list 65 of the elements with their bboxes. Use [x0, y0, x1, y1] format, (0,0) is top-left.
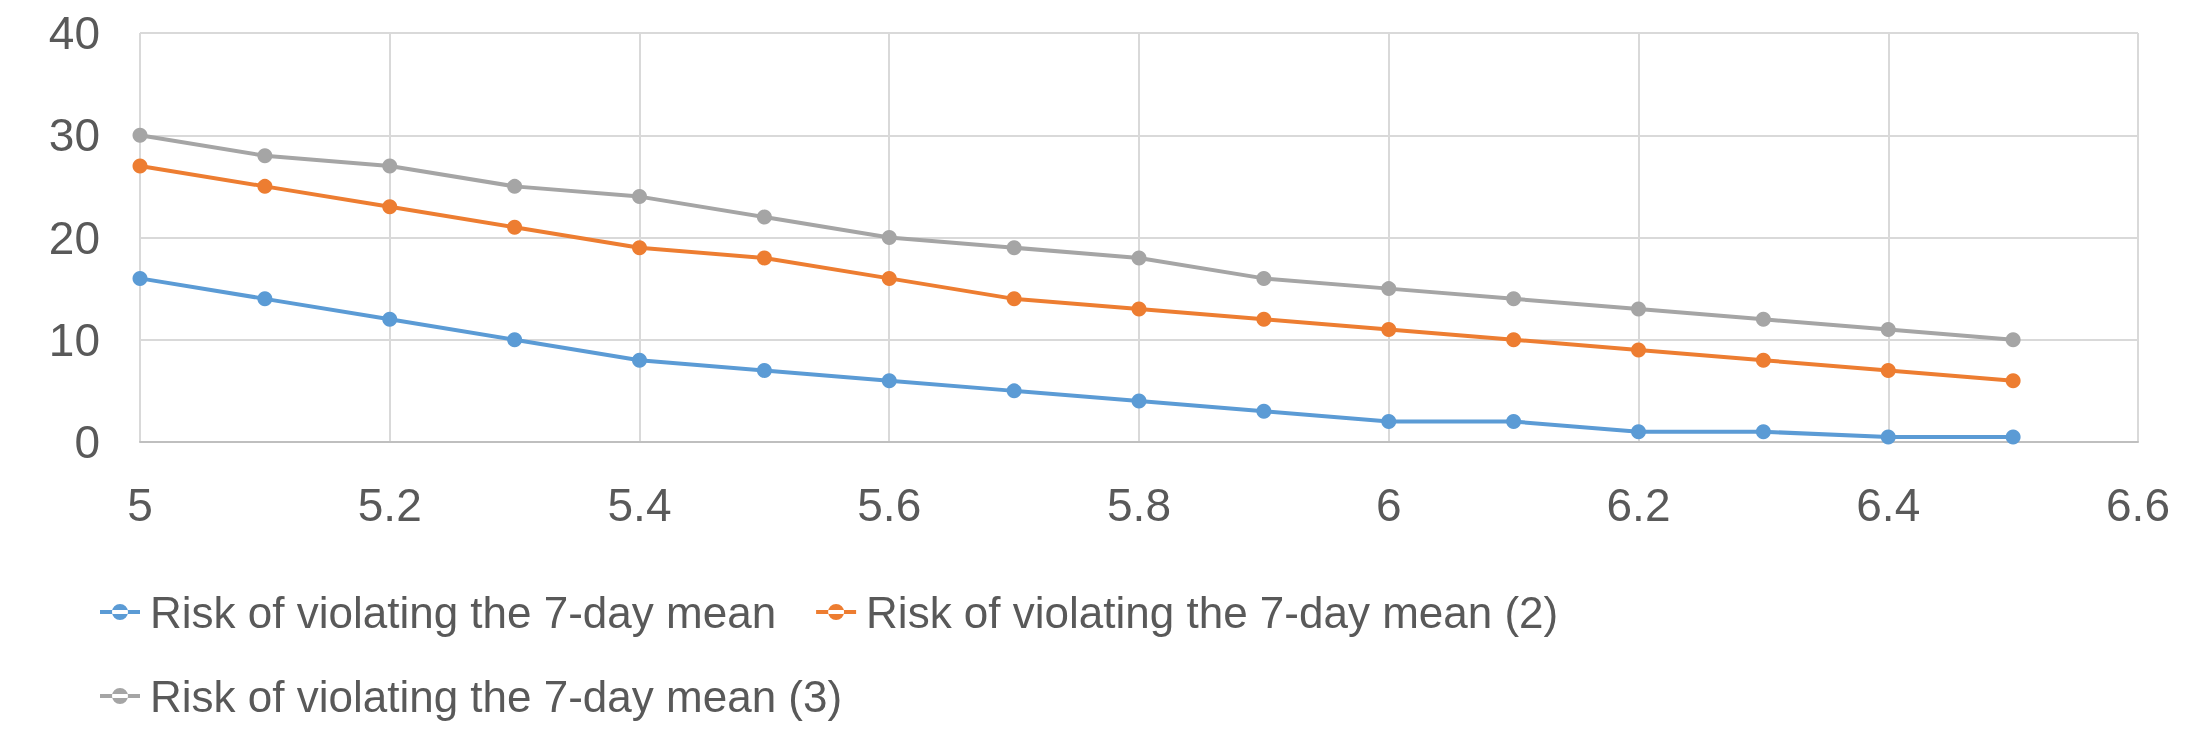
- point: [507, 219, 523, 235]
- legend-label: Risk of violating the 7-day mean (3): [150, 671, 843, 721]
- x-tick-label: 6: [1375, 479, 1402, 531]
- x-tick-label: 5.8: [1107, 479, 1171, 531]
- point: [1755, 352, 1771, 368]
- y-tick-label: 0: [74, 416, 100, 468]
- point: [2005, 332, 2021, 348]
- point: [132, 127, 148, 143]
- point: [1256, 403, 1272, 419]
- x-tick-label: 5.2: [357, 479, 422, 531]
- legend-label: Risk of violating the 7-day mean (2): [866, 587, 1559, 637]
- point: [1880, 362, 1896, 378]
- point: [1006, 383, 1022, 399]
- point: [632, 189, 647, 205]
- point: [1381, 281, 1397, 297]
- point: [1131, 393, 1147, 409]
- point: [1506, 291, 1522, 307]
- point: [1631, 424, 1646, 440]
- point: [1755, 311, 1771, 327]
- point: [1755, 424, 1771, 440]
- point: [1631, 301, 1646, 317]
- point: [632, 240, 647, 256]
- point: [1006, 240, 1022, 256]
- point: [382, 199, 398, 215]
- y-tick-label: 20: [48, 211, 100, 264]
- point: [382, 158, 398, 174]
- x-tick-label: 5.6: [857, 479, 922, 531]
- point: [756, 362, 772, 378]
- point: [1880, 429, 1896, 445]
- point: [507, 178, 523, 194]
- point: [382, 311, 398, 327]
- point: [1006, 291, 1022, 307]
- point: [1631, 342, 1646, 358]
- point: [1256, 311, 1272, 327]
- y-tick-label: 30: [48, 109, 100, 162]
- point: [1880, 322, 1896, 338]
- y-tick-label: 10: [48, 313, 100, 366]
- point: [881, 270, 897, 286]
- point: [881, 373, 897, 389]
- point: [132, 158, 148, 174]
- point: [257, 148, 273, 164]
- point: [1256, 270, 1272, 286]
- x-tick-label: 5: [127, 479, 153, 531]
- point: [881, 230, 897, 245]
- point: [2005, 429, 2021, 445]
- point: [756, 209, 772, 225]
- point: [257, 291, 273, 307]
- point: [1131, 301, 1147, 317]
- x-tick-label: 6.6: [2106, 479, 2170, 531]
- legend-label: Risk of violating the 7-day mean: [150, 587, 777, 637]
- point: [507, 332, 523, 348]
- point: [132, 270, 148, 286]
- point: [756, 250, 772, 266]
- point: [257, 178, 273, 194]
- x-tick-label: 5.4: [607, 479, 672, 531]
- point: [1381, 414, 1397, 430]
- point: [1131, 250, 1147, 266]
- point: [632, 352, 647, 368]
- y-tick-label: 40: [48, 7, 100, 59]
- point: [1381, 322, 1397, 338]
- x-tick-label: 6.4: [1856, 479, 1921, 531]
- point: [1506, 414, 1522, 430]
- point: [2005, 373, 2021, 389]
- x-tick-label: 6.2: [1606, 479, 1671, 531]
- point: [1506, 332, 1522, 348]
